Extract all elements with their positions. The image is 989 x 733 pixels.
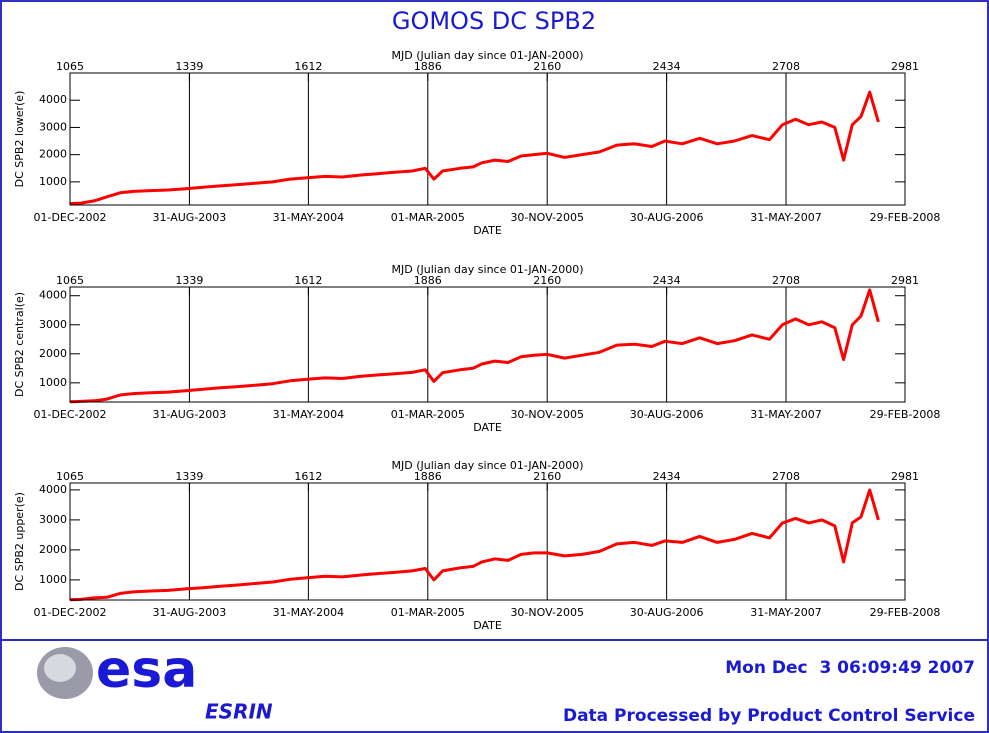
top-tick-label: 1612 bbox=[294, 470, 322, 483]
panel: MJD (Julian day since 01-JAN-2000) DATE DC… bbox=[13, 459, 940, 632]
x-tick-label: 30-NOV-2005 bbox=[510, 408, 584, 421]
x-tick-label: 31-MAY-2004 bbox=[273, 606, 345, 619]
x-tick-label: 30-NOV-2005 bbox=[510, 606, 584, 619]
page-title: GOMOS DC SPB2 bbox=[392, 7, 596, 35]
x-axis-title: DATE bbox=[473, 224, 502, 237]
data-line bbox=[69, 288, 880, 404]
top-tick-label: 2981 bbox=[891, 470, 919, 483]
data-line bbox=[69, 488, 880, 602]
x-tick-label: 01-MAR-2005 bbox=[391, 408, 465, 421]
x-axis-title: DATE bbox=[473, 421, 502, 434]
x-tick-label: 30-AUG-2006 bbox=[630, 408, 704, 421]
x-tick-label: 31-MAY-2004 bbox=[273, 408, 345, 421]
x-tick-label: 31-AUG-2003 bbox=[153, 408, 227, 421]
plot-frame bbox=[69, 286, 906, 403]
top-tick-label: 1886 bbox=[414, 60, 442, 73]
plot-frame bbox=[69, 72, 906, 206]
y-tick-label: 2000 bbox=[39, 543, 67, 556]
top-tick-label: 2708 bbox=[772, 470, 800, 483]
top-tick-label: 2434 bbox=[653, 60, 681, 73]
top-tick-label: 1339 bbox=[175, 470, 203, 483]
data-line bbox=[69, 90, 880, 206]
x-tick-label: 29-FEB-2008 bbox=[870, 408, 941, 421]
top-tick-label: 2708 bbox=[772, 274, 800, 287]
x-tick-label: 30-NOV-2005 bbox=[510, 211, 584, 224]
x-tick-label: 01-DEC-2002 bbox=[33, 606, 106, 619]
x-tick-label: 01-MAR-2005 bbox=[391, 211, 465, 224]
top-tick-label: 2160 bbox=[533, 274, 561, 287]
x-tick-label: 31-MAY-2004 bbox=[273, 211, 345, 224]
top-tick-label: 1065 bbox=[56, 470, 84, 483]
x-tick-label: 30-AUG-2006 bbox=[630, 606, 704, 619]
top-tick-label: 1886 bbox=[414, 470, 442, 483]
y-axis-title: DC SPB2 lower(e) bbox=[13, 91, 26, 188]
top-tick-label: 2981 bbox=[891, 274, 919, 287]
globe-highlight bbox=[44, 654, 76, 682]
panel: MJD (Julian day since 01-JAN-2000) DATE DC… bbox=[13, 263, 940, 434]
top-tick-label: 1612 bbox=[294, 274, 322, 287]
x-tick-label: 31-AUG-2003 bbox=[153, 606, 227, 619]
top-tick-label: 2708 bbox=[772, 60, 800, 73]
y-tick-label: 3000 bbox=[39, 513, 67, 526]
y-tick-label: 1000 bbox=[39, 175, 67, 188]
top-tick-label: 2160 bbox=[533, 470, 561, 483]
top-tick-label: 2981 bbox=[891, 60, 919, 73]
top-tick-label: 2434 bbox=[653, 470, 681, 483]
logo-text: esa bbox=[96, 640, 197, 700]
x-tick-label: 01-DEC-2002 bbox=[33, 211, 106, 224]
x-tick-label: 31-MAY-2007 bbox=[750, 211, 822, 224]
credit: Data Processed by Product Control Servic… bbox=[563, 706, 975, 726]
y-tick-label: 3000 bbox=[39, 318, 67, 331]
x-tick-label: 01-MAR-2005 bbox=[391, 606, 465, 619]
y-tick-label: 4000 bbox=[39, 289, 67, 302]
timestamp: Mon Dec 3 06:09:49 2007 bbox=[725, 658, 975, 678]
y-tick-label: 1000 bbox=[39, 573, 67, 586]
esa-globe bbox=[37, 647, 93, 699]
x-tick-label: 31-MAY-2007 bbox=[750, 408, 822, 421]
top-tick-label: 1065 bbox=[56, 274, 84, 287]
plot-frame bbox=[69, 482, 906, 601]
top-axis-title: MJD (Julian day since 01-JAN-2000) bbox=[392, 459, 584, 472]
top-tick-label: 1065 bbox=[56, 60, 84, 73]
y-tick-label: 3000 bbox=[39, 120, 67, 133]
x-tick-label: 31-MAY-2007 bbox=[750, 606, 822, 619]
x-tick-label: 01-DEC-2002 bbox=[33, 408, 106, 421]
top-tick-label: 2434 bbox=[653, 274, 681, 287]
x-tick-label: 31-AUG-2003 bbox=[153, 211, 227, 224]
x-tick-label: 29-FEB-2008 bbox=[870, 606, 941, 619]
y-axis-title: DC SPB2 central(e) bbox=[13, 292, 26, 397]
y-axis-title: DC SPB2 upper(e) bbox=[13, 492, 26, 591]
top-tick-label: 1339 bbox=[175, 274, 203, 287]
top-axis-title: MJD (Julian day since 01-JAN-2000) bbox=[392, 263, 584, 276]
y-tick-label: 4000 bbox=[39, 483, 67, 496]
top-tick-label: 1339 bbox=[175, 60, 203, 73]
panel: MJD (Julian day since 01-JAN-2000) DATE DC… bbox=[13, 49, 940, 237]
x-axis-title: DATE bbox=[473, 619, 502, 632]
top-tick-label: 1612 bbox=[294, 60, 322, 73]
x-tick-label: 29-FEB-2008 bbox=[870, 211, 941, 224]
y-tick-label: 2000 bbox=[39, 148, 67, 161]
top-tick-label: 2160 bbox=[533, 60, 561, 73]
x-tick-label: 30-AUG-2006 bbox=[630, 211, 704, 224]
top-tick-label: 1886 bbox=[414, 274, 442, 287]
y-tick-label: 4000 bbox=[39, 93, 67, 106]
top-axis-title: MJD (Julian day since 01-JAN-2000) bbox=[392, 49, 584, 62]
logo-site: ESRIN bbox=[205, 700, 273, 724]
y-tick-label: 2000 bbox=[39, 347, 67, 360]
y-tick-label: 1000 bbox=[39, 376, 67, 389]
